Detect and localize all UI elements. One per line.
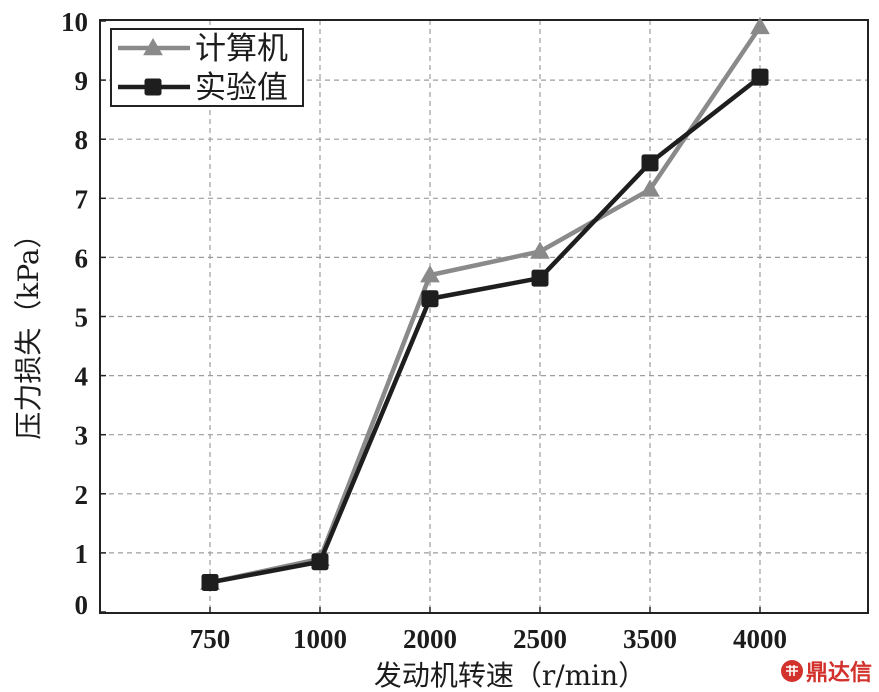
x-tick-label: 2000 xyxy=(403,624,457,654)
x-tick-label: 1000 xyxy=(293,624,347,654)
y-tick-label: 5 xyxy=(75,303,89,333)
legend-marker-triangle xyxy=(143,37,163,56)
data-point-square xyxy=(531,269,549,287)
y-tick-label: 1 xyxy=(75,539,89,569)
y-tick-label: 6 xyxy=(75,243,89,273)
x-axis-label: 发动机转速（r/min） xyxy=(374,659,646,692)
y-tick-label: 9 xyxy=(75,66,89,96)
axis-ticks: 0 1 2 3 4 5 6 7 8 9 10 750 1000 2000 2500 3500 4000 xyxy=(61,7,787,654)
legend-box xyxy=(110,28,304,107)
data-point-triangle xyxy=(420,265,440,283)
data-point-square xyxy=(641,154,659,172)
series-line xyxy=(209,25,762,585)
series-2 xyxy=(201,68,769,591)
series-line xyxy=(209,75,762,585)
watermark-logo: 鼎达信 xyxy=(781,660,872,686)
x-tick-label: 750 xyxy=(190,624,231,654)
x-tick-label: 4000 xyxy=(733,624,787,654)
y-axis-label: 压力损失（kPa） xyxy=(12,220,45,439)
watermark-mark-icon xyxy=(786,665,798,676)
data-point-triangle xyxy=(750,16,770,35)
y-tick-label: 8 xyxy=(75,125,89,155)
data-point-square xyxy=(201,573,219,591)
legend-marker-square xyxy=(144,78,162,96)
y-tick-label: 10 xyxy=(61,7,88,37)
data-point-square xyxy=(421,290,439,308)
legend-entry: 实验值 xyxy=(118,70,288,106)
data-point-square xyxy=(311,553,329,571)
x-tick-label: 2500 xyxy=(513,624,567,654)
watermark-text: 鼎达信 xyxy=(806,660,872,686)
legend-entry: 计算机 xyxy=(118,31,288,67)
x-tick-label: 3500 xyxy=(623,624,677,654)
legend-label: 实验值 xyxy=(195,70,288,106)
y-tick-label: 7 xyxy=(75,184,89,214)
y-tick-label: 3 xyxy=(75,421,89,451)
legend-label: 计算机 xyxy=(195,31,288,67)
data-point-triangle xyxy=(530,241,550,259)
series-lines xyxy=(200,16,770,591)
data-point-square xyxy=(751,68,769,86)
y-tick-label: 4 xyxy=(75,362,89,392)
y-tick-label: 0 xyxy=(75,590,89,620)
y-tick-label: 2 xyxy=(75,480,89,510)
data-point-triangle xyxy=(640,179,660,197)
